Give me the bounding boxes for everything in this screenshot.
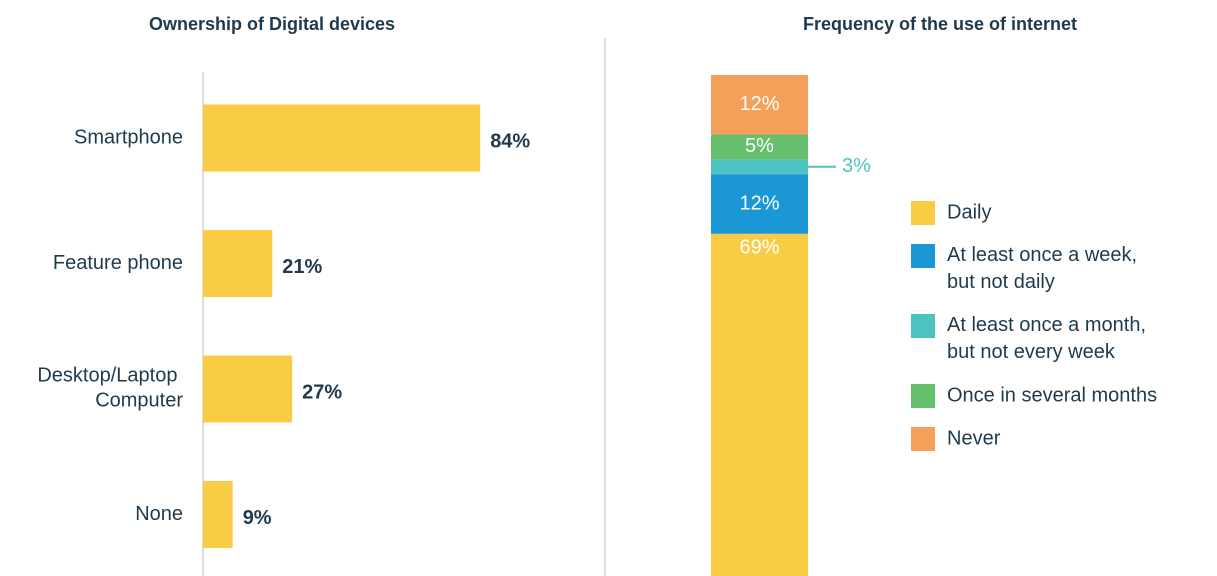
bar-segment	[711, 159, 808, 175]
legend-swatch	[911, 244, 935, 268]
legend-label: Never	[947, 427, 1001, 449]
bar	[203, 230, 273, 297]
legend-swatch	[911, 384, 935, 408]
category-label: Smartphone	[74, 126, 183, 148]
bar-segment	[711, 233, 808, 576]
legend-label: Once in several months	[947, 384, 1157, 406]
value-label: 12%	[739, 93, 779, 115]
bar-segment	[711, 174, 808, 234]
value-label: 69%	[739, 236, 779, 258]
legend-swatch	[911, 427, 935, 451]
bar	[203, 104, 481, 172]
category-label: Feature phone	[53, 252, 183, 274]
value-label: 27%	[302, 381, 342, 403]
value-label: 9%	[243, 507, 272, 529]
bar	[203, 481, 233, 548]
bar-segment	[711, 134, 808, 160]
legend-swatch	[911, 201, 935, 225]
category-label: None	[135, 503, 183, 525]
legend-swatch	[911, 314, 935, 338]
chart-title: Frequency of the use of internet	[803, 14, 1077, 34]
legend-label: At least once a month, but not every wee…	[947, 314, 1152, 363]
bar	[203, 355, 293, 423]
legend-label: Daily	[947, 201, 991, 223]
value-label: 5%	[745, 135, 774, 157]
value-label: 3%	[842, 155, 871, 177]
chart-title: Ownership of Digital devices	[149, 14, 395, 34]
value-label: 12%	[739, 192, 779, 214]
legend-label: At least once a week, but not daily	[947, 244, 1143, 293]
category-label: Desktop/Laptop Computer	[37, 365, 183, 412]
bar-segment	[711, 75, 808, 135]
value-label: 84%	[490, 130, 530, 152]
value-label: 21%	[282, 256, 322, 278]
